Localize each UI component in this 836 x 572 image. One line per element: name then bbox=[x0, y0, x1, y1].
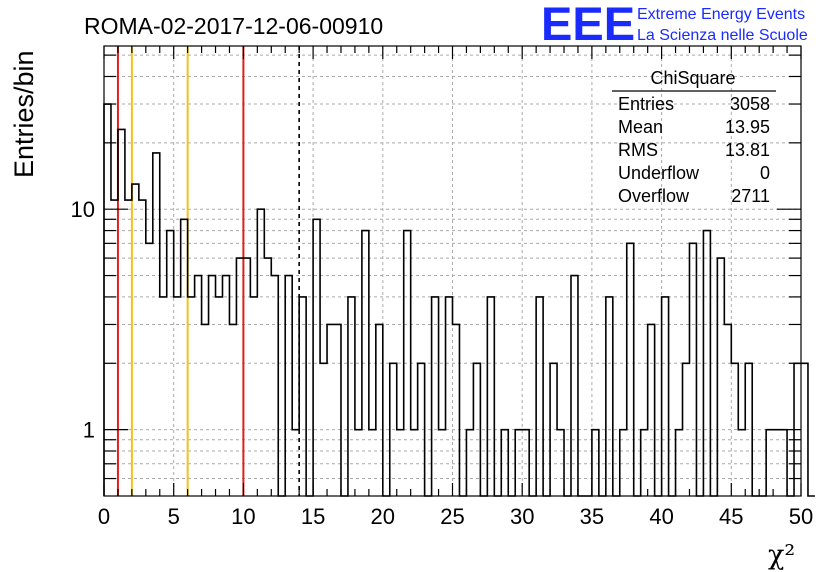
x-tick-label: 35 bbox=[580, 504, 604, 529]
histogram-bin bbox=[376, 324, 383, 496]
histogram-bin bbox=[627, 243, 634, 496]
histogram-bin bbox=[202, 324, 209, 496]
histogram-bin bbox=[236, 258, 243, 496]
stats-box-title: ChiSquare bbox=[650, 68, 735, 88]
histogram-bin bbox=[229, 324, 236, 496]
histogram-bin bbox=[299, 297, 306, 496]
x-tick-label: 10 bbox=[231, 504, 255, 529]
y-tick-label: 1 bbox=[83, 418, 95, 443]
histogram-bin bbox=[146, 243, 153, 496]
stats-value: 13.81 bbox=[725, 140, 770, 160]
x-tick-label: 5 bbox=[168, 504, 180, 529]
stats-label: Overflow bbox=[618, 186, 690, 206]
histogram-bin bbox=[453, 324, 460, 496]
histogram-bin bbox=[801, 363, 808, 496]
histogram-bin bbox=[209, 276, 216, 496]
histogram-bin bbox=[689, 243, 696, 496]
histogram-bin bbox=[327, 324, 334, 496]
x-tick-label: 0 bbox=[98, 504, 110, 529]
stats-label: Underflow bbox=[618, 163, 700, 183]
histogram-outline bbox=[103, 103, 815, 497]
eee-logo: EEE Extreme Energy Events La Scienza nel… bbox=[541, 0, 808, 50]
reference-lines bbox=[116, 46, 300, 496]
histogram-bin bbox=[285, 276, 292, 496]
histogram-bin bbox=[724, 324, 731, 496]
histogram-bin bbox=[446, 297, 453, 496]
histogram-bin bbox=[216, 297, 223, 496]
stats-value: 0 bbox=[760, 163, 770, 183]
histogram-bin bbox=[313, 219, 320, 496]
y-axis-label: Entries/bin bbox=[9, 50, 39, 178]
histogram-bin bbox=[174, 297, 181, 496]
histogram-bin bbox=[271, 276, 278, 496]
logo-line-2: La Scienza nelle Scuole bbox=[637, 27, 808, 44]
axis-ticks bbox=[103, 46, 802, 496]
y-tick-labels: 1 10 bbox=[71, 197, 95, 442]
histogram-bin bbox=[334, 324, 341, 496]
histogram-bin bbox=[264, 258, 271, 496]
x-tick-labels: 0 5 10 15 20 25 30 35 40 45 50 bbox=[98, 504, 813, 529]
stats-box: ChiSquare Entries 3058 Mean 13.95 RMS 13.81 Un… bbox=[612, 68, 776, 206]
histogram-bin bbox=[111, 200, 118, 496]
histogram-bin bbox=[257, 209, 264, 496]
histogram-bin bbox=[181, 219, 188, 496]
histogram-bin bbox=[118, 129, 125, 496]
chart-title: ROMA-02-2017-12-06-00910 bbox=[84, 13, 383, 39]
histogram-bin bbox=[348, 297, 355, 496]
histogram-bin bbox=[648, 324, 655, 496]
x-tick-label: 25 bbox=[440, 504, 464, 529]
x-tick-label: 20 bbox=[371, 504, 395, 529]
histogram-bin bbox=[717, 258, 724, 496]
eee-logo-mark: EEE bbox=[541, 0, 635, 50]
histogram-bin bbox=[536, 297, 543, 496]
y-tick-label: 10 bbox=[71, 197, 95, 222]
histogram-bin bbox=[662, 297, 669, 496]
stats-value: 3058 bbox=[730, 94, 770, 114]
stats-value: 2711 bbox=[731, 186, 770, 206]
histogram-bin bbox=[222, 276, 229, 496]
x-tick-label: 45 bbox=[719, 504, 743, 529]
histogram-bin bbox=[432, 297, 439, 496]
x-tick-label: 40 bbox=[649, 504, 673, 529]
histogram-bin bbox=[195, 276, 202, 496]
x-tick-label: 50 bbox=[789, 504, 813, 529]
histogram-bin bbox=[188, 297, 195, 496]
histogram-bin bbox=[571, 276, 578, 496]
histogram-bin bbox=[139, 200, 146, 496]
x-tick-label: 15 bbox=[301, 504, 325, 529]
stats-value: 13.95 bbox=[725, 117, 770, 137]
histogram-bin bbox=[125, 200, 132, 496]
stats-label: Mean bbox=[618, 117, 663, 137]
histogram-bin bbox=[606, 297, 613, 496]
logo-line-1: Extreme Energy Events bbox=[637, 6, 805, 23]
stats-label: RMS bbox=[618, 140, 658, 160]
histogram-bin bbox=[243, 258, 250, 496]
histogram-bars bbox=[103, 103, 815, 497]
histogram-bin bbox=[104, 104, 111, 496]
histogram-bin bbox=[160, 297, 167, 496]
x-axis-label: χ² bbox=[768, 540, 795, 571]
x-tick-label: 30 bbox=[510, 504, 534, 529]
stats-label: Entries bbox=[618, 94, 674, 114]
histogram-bin bbox=[487, 297, 494, 496]
histogram-bin bbox=[250, 297, 257, 496]
